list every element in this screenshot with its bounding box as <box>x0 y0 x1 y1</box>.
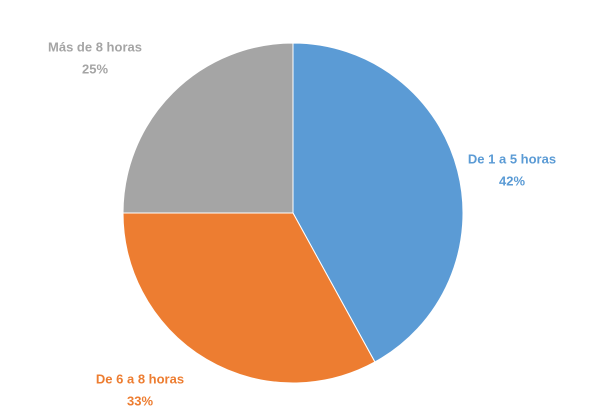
slice-value-label: 33% <box>127 393 153 408</box>
slice-category-label: De 6 a 8 horas <box>96 371 184 386</box>
slice-value-label: 25% <box>82 61 108 76</box>
slice-category-label: De 1 a 5 horas <box>468 151 556 166</box>
slice-value-label: 42% <box>499 173 525 188</box>
slice-category-label: Más de 8 horas <box>48 39 142 54</box>
pie-slice <box>122 212 376 384</box>
pie-slice <box>292 42 464 363</box>
pie-slice <box>122 42 294 214</box>
